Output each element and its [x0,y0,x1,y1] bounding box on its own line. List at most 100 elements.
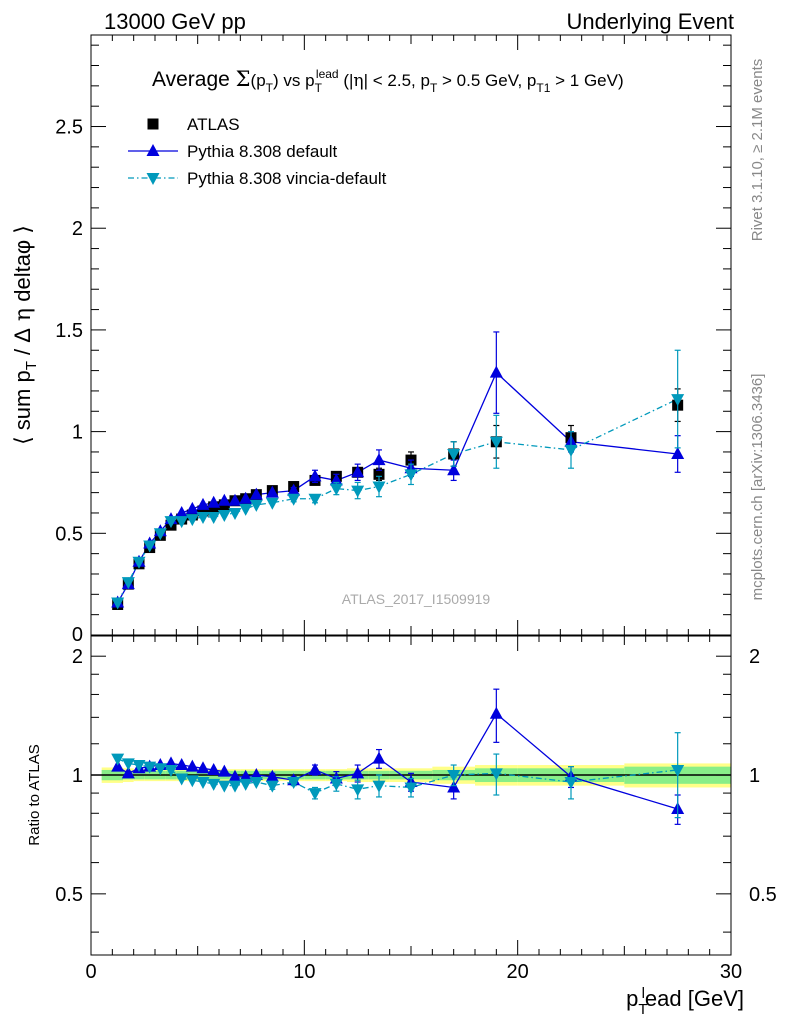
pythia-default-point [447,463,461,476]
pythia-vincia-point [265,497,279,510]
pythia-default-point [207,495,221,508]
ratio-pythia-default-point [196,761,210,774]
pythia-default-point [196,497,210,510]
ratio-pythia-vincia-point [671,764,685,777]
ratio-y-tick-label-right: 2 [749,646,760,668]
pythia-vincia-point [111,597,125,610]
analysis-watermark: ATLAS_2017_I1509919 [342,591,491,607]
svg-text:⟨ sum pT / Δ η deltaφ ⟩: ⟨ sum pT / Δ η deltaφ ⟩ [10,225,40,445]
pythia-vincia-point [329,483,343,496]
pythia-default-line [117,371,678,603]
ratio-pythia-vincia-point [249,777,263,790]
ratio-pythia-vincia-point [287,777,301,790]
x-tick-label: 0 [85,961,96,983]
x-axis-label: pTlead [GeV] [626,985,744,1018]
y-tick-label: 1.5 [55,320,83,342]
ratio-pythia-default-point [239,769,253,782]
pythia-vincia-point [239,503,253,516]
x-tick-label: 20 [507,961,529,983]
ratio-pythia-default-point [207,762,221,775]
pythia-default-point [175,505,189,518]
pythia-default-point [287,483,301,496]
pythia-default-point [239,491,253,504]
pythia-default-point [671,446,685,459]
pythia-vincia-point [132,556,146,569]
ratio-y-tick-label: 1 [72,765,83,787]
pythia-vincia-point [153,528,167,541]
header-right: Underlying Event [566,9,734,34]
main-panel: 0.5 1 1.5 2 2.5 0 [55,34,732,646]
ratio-pythia-vincia-point [372,780,386,793]
legend-label: Pythia 8.308 default [187,142,338,161]
ratio-pythia-vincia-point [265,780,279,793]
pythia-vincia-point [404,469,418,482]
x-tick-label: 30 [720,961,742,983]
ratio-pythia-vincia-point [196,777,210,790]
pythia-vincia-point [447,448,461,461]
pythia-default-point [185,501,199,514]
ratio-pythia-default-point [217,764,231,777]
ratio-pythia-vincia-point [217,780,231,793]
pythia-default-point [217,493,231,506]
svg-text:pTlead [GeV]: pTlead [GeV] [626,985,744,1018]
main-ylabel: ⟨ sum pT / Δ η deltaφ ⟩ [10,225,40,445]
pythia-vincia-point [228,507,242,520]
ratio-pythia-default-point [351,766,365,779]
ratio-pythia-vincia-point [351,784,365,797]
pythia-vincia-point [164,516,178,529]
pythia-vincia-point [143,540,157,553]
ratio-pythia-default-point [447,780,461,793]
pythia-vincia-point [175,516,189,529]
legend-marker [146,144,160,156]
atlas-data-point [373,468,385,480]
ratio-ylabel: Ratio to ATLAS [26,744,43,845]
pythia-default-point [329,473,343,486]
ratio-pythia-default-point [372,751,386,764]
ratio-y-tick-label: 2 [72,646,83,668]
ratio-pythia-default-point [489,706,503,719]
ratio-pythia-default-point [265,769,279,782]
y-tick-label: 2.5 [55,117,83,139]
pythia-vincia-point [489,436,503,449]
pythia-vincia-point [671,394,685,407]
ratio-pythia-vincia-point [111,753,125,766]
svg-text:Average Σ(pT) vs pTlead (|η| <: Average Σ(pT) vs pTlead (|η| < 2.5, pT >… [152,67,624,95]
ratio-y-tick-label-right: 0.5 [749,884,777,906]
ratio-pythia-vincia-point [121,758,135,771]
pythia-default-point [265,485,279,498]
pythia-default-point [489,365,503,378]
ratio-pythia-default-point [228,769,242,782]
ratio-pythia-vincia-point [175,773,189,786]
ratio-pythia-vincia-point [329,778,343,791]
pythia-vincia-point [287,493,301,506]
pythia-vincia-point [207,512,221,525]
y-tick-label: 0.5 [55,523,83,545]
atlas-data-point [197,505,209,517]
pythia-vincia-point [185,514,199,527]
ratio-pythia-vincia-point [207,778,221,791]
pythia-vincia-point [121,577,135,590]
pythia-vincia-point [372,481,386,494]
ratio-y-tick-label: 0.5 [55,884,83,906]
ratio-pythia-vincia-point [239,778,253,791]
ratio-pythia-vincia-point [228,780,242,793]
legend-label: Pythia 8.308 vincia-default [187,169,387,188]
pythia-default-point [351,465,365,478]
pythia-vincia-point [308,493,322,506]
legend-marker [147,118,159,130]
ratio-pythia-vincia-point [489,768,503,781]
ratio-pythia-vincia-point [185,775,199,788]
pythia-vincia-point [249,499,263,512]
ratio-pythia-vincia-point [404,782,418,795]
pythia-vincia-point [217,510,231,522]
ratio-pythia-vincia-point [132,760,146,773]
y-tick-label: 2 [72,218,83,240]
legend: ATLAS Pythia 8.308 default Pythia 8.308 vi… [128,115,387,188]
ratio-pythia-vincia-point [308,788,322,801]
x-tick-label: 10 [293,961,315,983]
ratio-y-tick-label-right: 1 [749,765,760,787]
header-left: 13000 GeV pp [104,9,246,34]
mcplots-label: mcplots.cern.ch [arXiv:1306.3436] [749,374,766,601]
pythia-default-point [249,487,263,500]
